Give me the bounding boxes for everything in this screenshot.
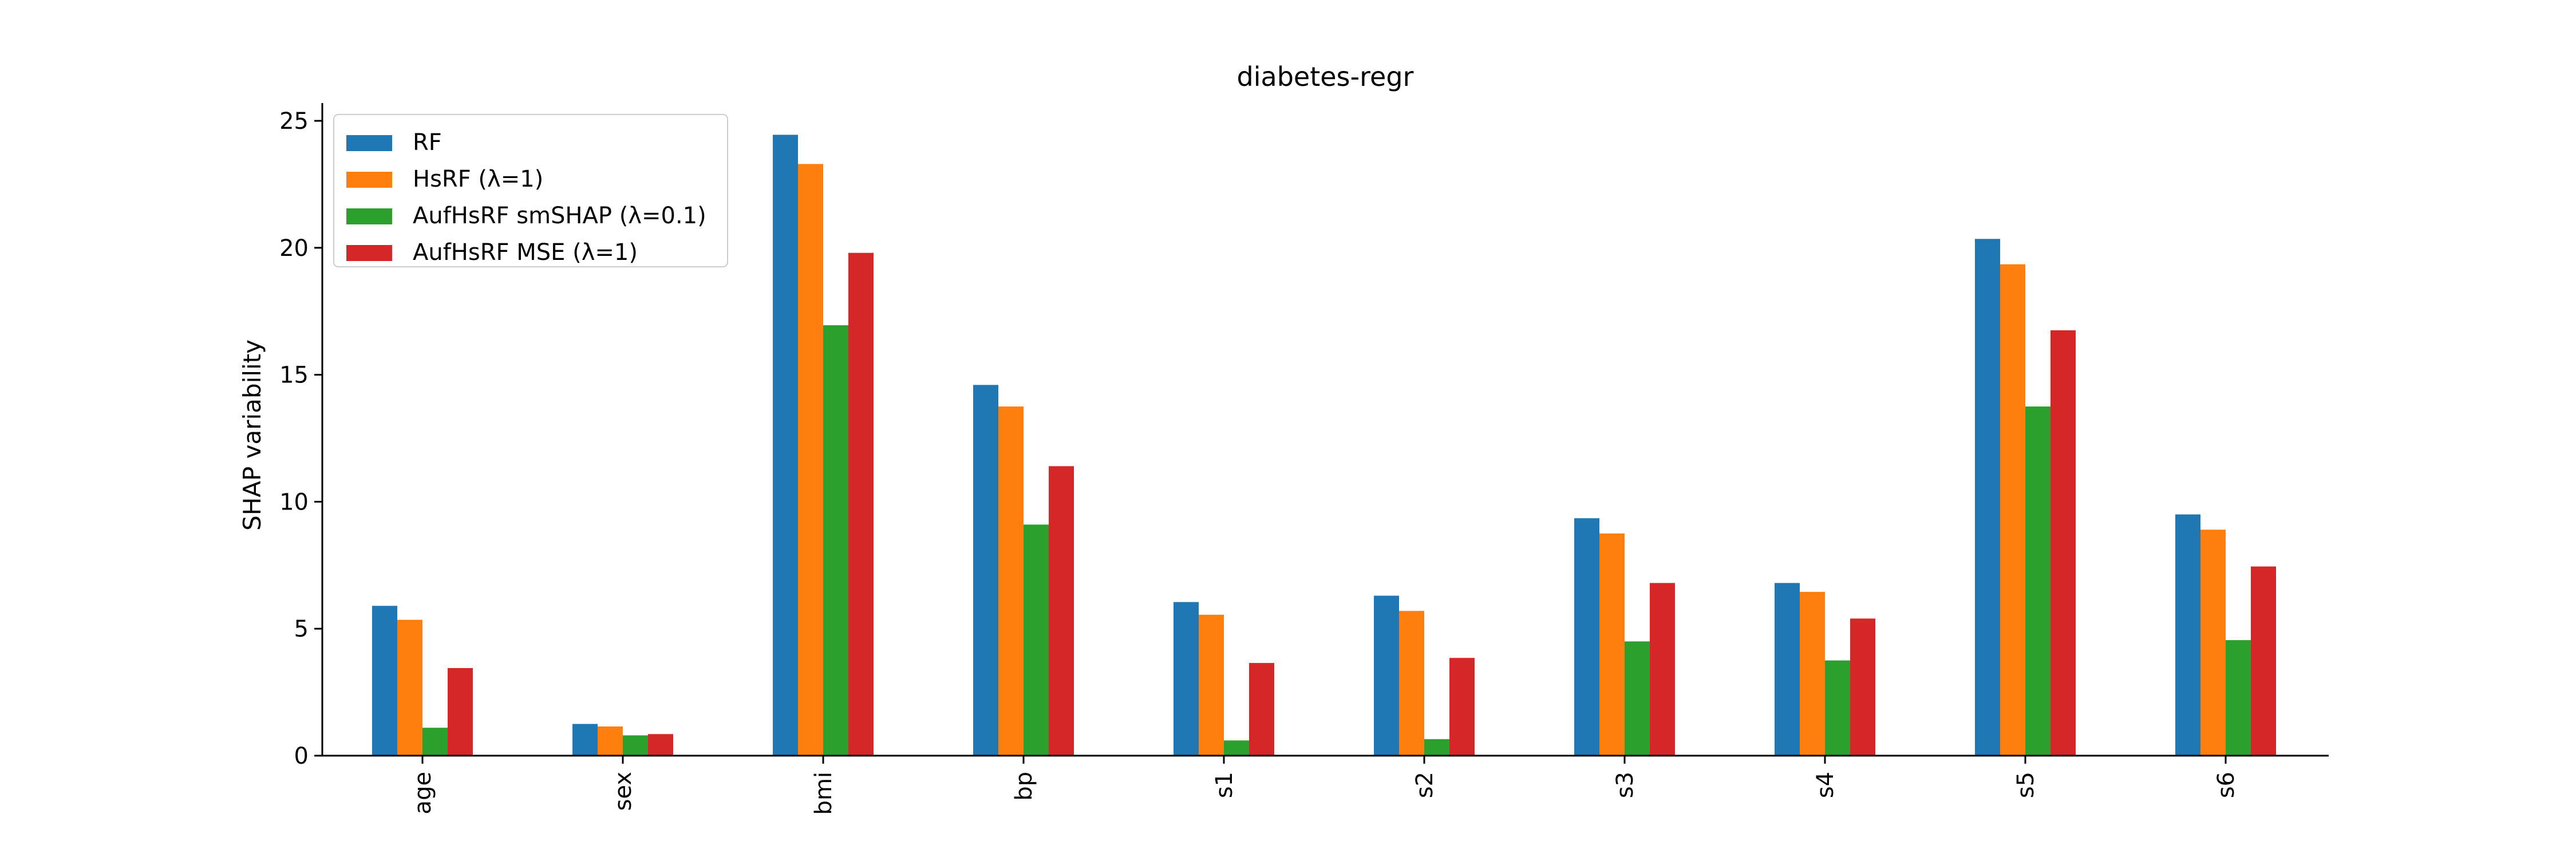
- series-3-bars: [448, 252, 2276, 756]
- x-tick-label-age: age: [410, 772, 436, 815]
- bar-s1-series-3: [1249, 663, 1274, 756]
- chart-title: diabetes-regr: [1237, 61, 1414, 92]
- bar-s6-series-2: [2226, 640, 2251, 756]
- series-1-bars: [397, 164, 2226, 756]
- x-tick-label-s2: s2: [1412, 772, 1438, 798]
- bar-s3-series-1: [1599, 533, 1625, 756]
- bar-s3-series-0: [1574, 518, 1599, 756]
- bar-bmi-series-1: [798, 164, 823, 756]
- plot-area: 0 5 10 15 20 25 age sex bmi bp s1 s2 s3 s4 s5 s6: [279, 103, 2329, 815]
- bar-s5-series-1: [2000, 264, 2025, 756]
- bar-s4-series-0: [1775, 583, 1800, 756]
- bar-bp-series-3: [1049, 466, 1074, 756]
- legend-swatch-0: [346, 135, 392, 151]
- bar-sex-series-1: [598, 726, 623, 756]
- bar-s5-series-2: [2025, 406, 2050, 756]
- x-tick-label-bp: bp: [1011, 772, 1037, 801]
- legend-swatch-2: [346, 208, 392, 224]
- bar-s6-series-1: [2200, 530, 2226, 756]
- legend-label-1: HsRF (λ=1): [413, 166, 543, 192]
- bar-age-series-1: [397, 619, 422, 756]
- bar-bp-series-2: [1024, 524, 1049, 756]
- bar-s3-series-2: [1625, 641, 1650, 756]
- bar-bp-series-0: [973, 385, 998, 756]
- legend-label-3: AufHsRF MSE (λ=1): [413, 239, 638, 266]
- x-tick-label-bmi: bmi: [811, 772, 837, 815]
- y-tick-label: 25: [279, 108, 309, 135]
- bar-s6-series-0: [2175, 514, 2200, 756]
- bar-s6-series-3: [2251, 566, 2276, 756]
- y-tick-label: 0: [294, 743, 309, 769]
- legend-swatch-3: [346, 245, 392, 261]
- bar-s4-series-2: [1825, 660, 1850, 756]
- bar-age-series-3: [448, 668, 473, 756]
- x-tick-label-s6: s6: [2213, 772, 2239, 798]
- y-tick-label: 15: [279, 362, 309, 389]
- legend-frame: [333, 114, 728, 267]
- bar-s1-series-2: [1224, 740, 1249, 756]
- x-tick-label-sex: sex: [610, 772, 637, 811]
- bar-s1-series-0: [1174, 602, 1199, 756]
- bar-sex-series-2: [623, 735, 648, 756]
- bar-age-series-2: [422, 728, 448, 756]
- bar-s2-series-0: [1374, 595, 1399, 756]
- bar-s5-series-3: [2050, 330, 2076, 756]
- bar-s4-series-1: [1800, 591, 1825, 756]
- legend: RF HsRF (λ=1) AufHsRF smSHAP (λ=0.1) AufHsR…: [333, 114, 728, 267]
- bar-sex-series-3: [648, 734, 673, 756]
- y-tick-label: 20: [279, 235, 309, 262]
- bar-bmi-series-2: [823, 325, 848, 756]
- legend-swatch-1: [346, 172, 392, 188]
- bar-age-series-0: [372, 606, 397, 756]
- bar-s3-series-3: [1650, 583, 1675, 756]
- x-tick-label-s3: s3: [1612, 772, 1638, 798]
- bar-s2-series-1: [1399, 611, 1424, 756]
- bar-bmi-series-0: [773, 135, 798, 756]
- bar-bmi-series-3: [848, 252, 874, 756]
- x-tick-label-s5: s5: [2013, 772, 2039, 798]
- bar-s4-series-3: [1850, 618, 1875, 756]
- series-0-bars: [372, 135, 2200, 756]
- bar-s5-series-0: [1975, 239, 2000, 756]
- y-axis-label: SHAP variability: [238, 339, 266, 531]
- bar-bp-series-1: [998, 406, 1024, 756]
- x-tick-label-s4: s4: [1812, 772, 1839, 798]
- series-2-bars: [422, 325, 2251, 756]
- x-tick-label-s1: s1: [1211, 772, 1238, 798]
- bar-s2-series-3: [1449, 658, 1475, 756]
- y-tick-label: 10: [279, 489, 309, 515]
- legend-label-2: AufHsRF smSHAP (λ=0.1): [413, 203, 706, 229]
- legend-label-0: RF: [413, 129, 442, 156]
- bar-s2-series-2: [1424, 739, 1449, 756]
- bar-sex-series-0: [572, 724, 598, 756]
- y-tick-label: 5: [294, 616, 309, 642]
- bar-s1-series-1: [1199, 614, 1224, 756]
